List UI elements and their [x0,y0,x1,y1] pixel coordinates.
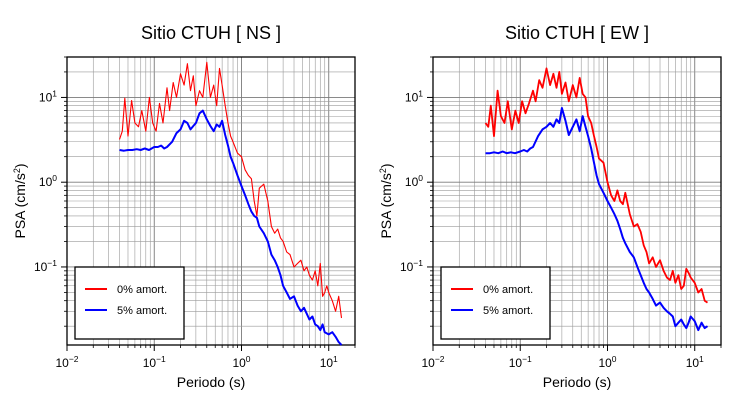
y-axis-label: PSA (cm/s2) [378,163,394,238]
y-tick-label: 100 [405,173,423,189]
y-axis-label: PSA (cm/s2) [12,163,28,238]
legend-label: 0% amort. [483,284,533,296]
x-tick-label: 100 [232,354,250,370]
series-line-damping-5 [485,107,709,332]
x-tick-label: 10−1 [143,354,166,370]
y-tick-label: 10−1 [400,258,423,274]
chart-title: Sitio CTUH [ NS ] [141,23,281,43]
y-tick-label: 101 [39,88,57,104]
x-tick-label: 100 [598,354,616,370]
series-line-damping-0 [484,67,709,304]
legend-box [440,266,551,340]
x-tick-label: 101 [320,354,338,370]
series-line-damping-5 [119,109,343,346]
x-axis-label: Periodo (s) [543,374,611,390]
legend-box [74,266,185,340]
chart-panel-1: Sitio CTUH [ NS ] 10−2 10−1 100 101 10−1 100 10… [12,23,356,390]
chart-panel-2: Sitio CTUH [ EW ] 10−2 10−1 100 101 10−1 100 10… [378,23,722,390]
x-axis-label: Periodo (s) [177,374,245,390]
x-tick-label: 10−1 [509,354,532,370]
x-tick-label: 101 [686,354,704,370]
legend-label: 5% amort. [483,305,533,317]
y-tick-label: 101 [405,88,423,104]
chart-title: Sitio CTUH [ EW ] [505,23,649,43]
x-tick-label: 10−2 [55,354,78,370]
y-tick-label: 10−1 [34,258,57,274]
x-tick-label: 10−2 [421,354,444,370]
y-tick-label: 100 [39,173,57,189]
legend-label: 0% amort. [117,284,167,296]
legend-label: 5% amort. [117,305,167,317]
series-line-damping-0 [118,61,343,319]
